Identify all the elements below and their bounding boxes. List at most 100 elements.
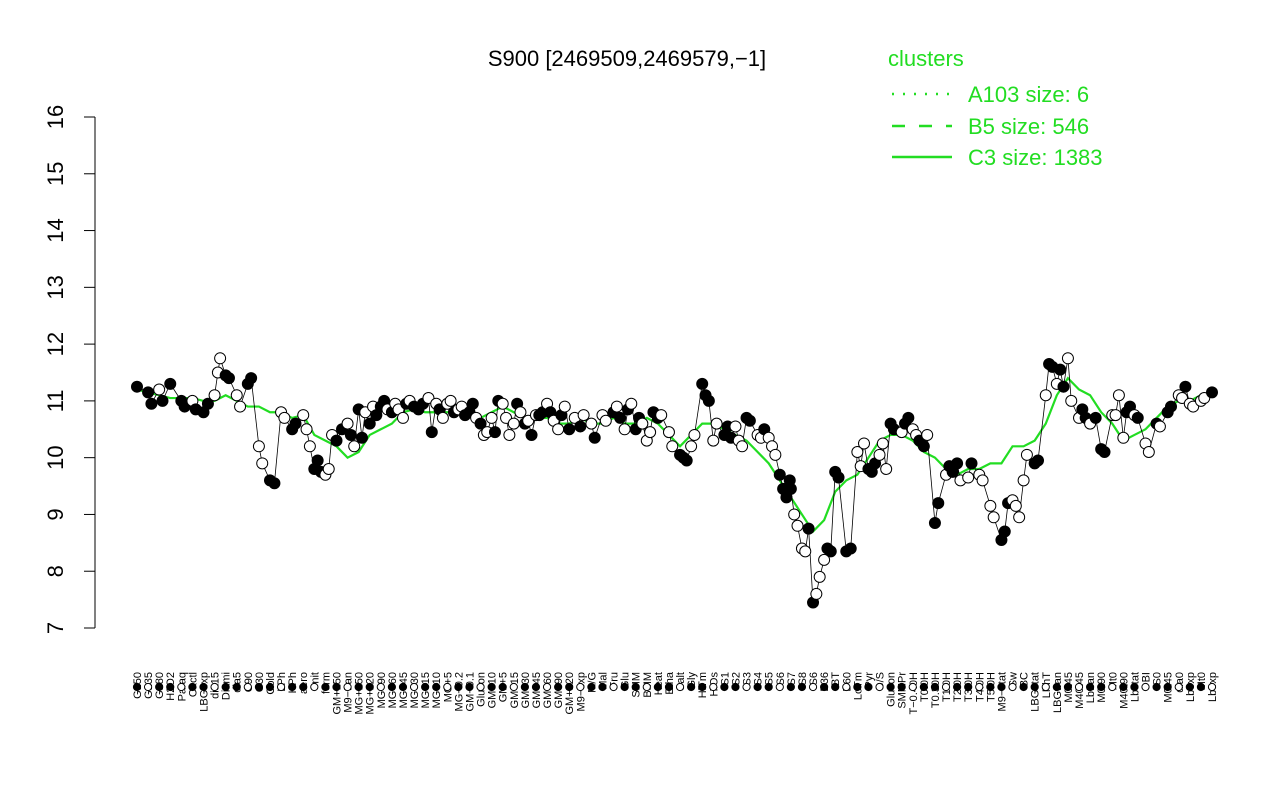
x-marker bbox=[1174, 682, 1183, 692]
data-point bbox=[1009, 499, 1022, 512]
data-point bbox=[662, 426, 675, 439]
data-point bbox=[702, 394, 715, 407]
x-marker bbox=[310, 682, 319, 692]
data-point bbox=[341, 417, 354, 430]
data-point bbox=[810, 587, 823, 600]
x-marker bbox=[542, 682, 552, 692]
data-point bbox=[987, 511, 1000, 524]
data-point bbox=[873, 448, 886, 461]
x-marker bbox=[265, 682, 275, 692]
data-point bbox=[791, 519, 804, 532]
data-point bbox=[488, 426, 501, 439]
x-marker bbox=[376, 682, 385, 692]
data-point bbox=[1131, 411, 1144, 424]
x-marker bbox=[930, 682, 940, 692]
x-marker bbox=[421, 682, 430, 692]
data-point bbox=[818, 553, 831, 566]
x-marker bbox=[1163, 682, 1172, 692]
data-point bbox=[880, 463, 893, 476]
data-point bbox=[1020, 448, 1033, 461]
data-point bbox=[164, 377, 177, 390]
x-marker bbox=[587, 682, 596, 692]
data-point bbox=[1032, 454, 1045, 467]
data-point bbox=[330, 434, 343, 447]
x-tick-label: BI bbox=[1141, 672, 1153, 682]
legend-entry-a103: A103 size: 6 bbox=[968, 82, 1089, 107]
data-point bbox=[832, 471, 845, 484]
x-marker bbox=[1063, 682, 1073, 692]
x-marker bbox=[143, 682, 153, 692]
data-point bbox=[436, 411, 449, 424]
x-tick-label: S6 bbox=[775, 672, 787, 685]
x-marker bbox=[1185, 682, 1194, 692]
data-point bbox=[928, 516, 941, 529]
x-marker bbox=[454, 682, 463, 692]
data-point bbox=[666, 440, 679, 453]
x-marker bbox=[775, 682, 784, 692]
data-point bbox=[344, 428, 357, 441]
x-tick-label: S0 bbox=[1152, 672, 1164, 685]
y-tick-label: 12 bbox=[43, 332, 68, 356]
x-marker bbox=[820, 682, 829, 692]
data-point bbox=[525, 428, 538, 441]
x-marker bbox=[354, 682, 363, 692]
x-marker bbox=[1052, 682, 1061, 692]
data-point bbox=[156, 394, 169, 407]
data-point bbox=[921, 428, 934, 441]
x-marker bbox=[232, 682, 241, 692]
data-point bbox=[976, 474, 989, 487]
x-marker bbox=[1119, 682, 1128, 692]
data-point bbox=[256, 457, 269, 470]
data-point bbox=[145, 397, 158, 410]
data-point bbox=[799, 545, 812, 558]
data-point bbox=[1112, 389, 1125, 402]
x-marker bbox=[919, 682, 928, 692]
x-tick-label: nit bbox=[309, 672, 321, 684]
y-tick-label: 13 bbox=[43, 275, 68, 299]
x-marker bbox=[177, 682, 186, 692]
x-marker bbox=[764, 682, 773, 692]
x-marker bbox=[720, 682, 729, 692]
x-marker bbox=[664, 682, 674, 692]
data-point bbox=[769, 448, 782, 461]
x-marker bbox=[321, 682, 330, 692]
x-marker bbox=[398, 682, 408, 692]
x-marker bbox=[132, 682, 142, 692]
y-tick-label: 9 bbox=[43, 508, 68, 520]
x-tick-label: BT bbox=[830, 672, 842, 686]
legend-entry-c3: C3 size: 1383 bbox=[968, 145, 1103, 170]
x-marker bbox=[1108, 682, 1117, 692]
y-tick-label: 8 bbox=[43, 565, 68, 577]
data-point bbox=[585, 417, 598, 430]
x-marker bbox=[964, 682, 973, 692]
x-marker bbox=[609, 682, 618, 692]
data-point bbox=[474, 417, 487, 430]
x-marker bbox=[254, 682, 264, 692]
data-point bbox=[1109, 409, 1122, 422]
data-point bbox=[230, 389, 243, 402]
x-marker bbox=[842, 682, 851, 692]
data-point bbox=[348, 440, 361, 453]
data-point bbox=[558, 400, 571, 413]
data-point bbox=[1039, 389, 1052, 402]
x-marker bbox=[487, 682, 496, 692]
data-point bbox=[773, 468, 786, 481]
x-marker bbox=[653, 682, 662, 692]
data-point bbox=[322, 463, 335, 476]
data-point bbox=[1117, 431, 1130, 444]
x-marker bbox=[288, 682, 297, 692]
x-marker bbox=[1130, 682, 1139, 692]
data-point bbox=[688, 428, 701, 441]
data-point bbox=[618, 423, 631, 436]
y-tick-label: 16 bbox=[43, 105, 68, 129]
x-marker bbox=[986, 682, 995, 692]
data-point bbox=[685, 440, 698, 453]
x-tick-label: S5 bbox=[764, 672, 776, 685]
x-marker bbox=[864, 682, 873, 692]
x-marker bbox=[1097, 682, 1106, 692]
x-marker bbox=[620, 682, 629, 692]
data-point bbox=[625, 397, 638, 410]
x-tick-label: LBGstat bbox=[1030, 672, 1042, 712]
data-point bbox=[552, 423, 565, 436]
x-marker bbox=[387, 682, 396, 692]
